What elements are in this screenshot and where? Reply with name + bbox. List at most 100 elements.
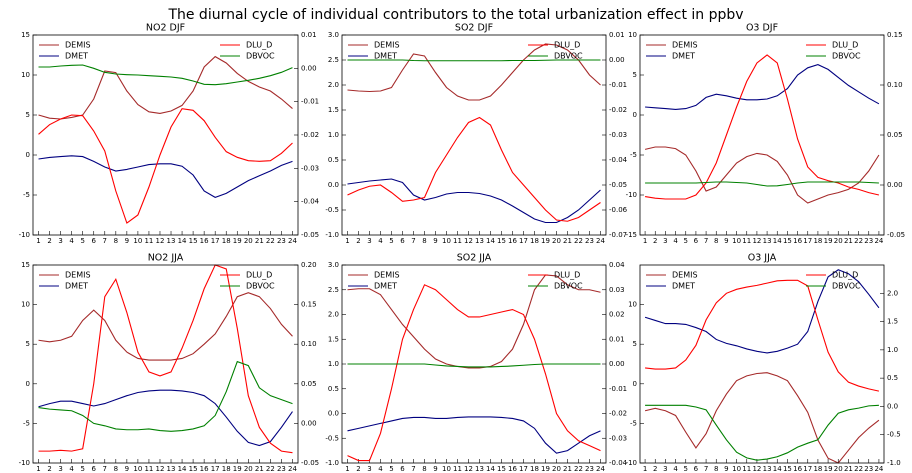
x-tick-label: 8 (114, 465, 118, 473)
y2-tick-label: -0.5 (887, 431, 901, 439)
x-tick-label: 16 (793, 465, 802, 473)
y2-tick-label: 0.00 (887, 181, 903, 189)
y-tick-label: 5 (26, 111, 30, 119)
series-line (347, 363, 601, 368)
x-tick-label: 6 (400, 237, 405, 245)
y-tick-label: 0.5 (328, 156, 339, 164)
x-tick-label: 20 (834, 237, 843, 245)
y-tick-label: 10 (628, 301, 637, 309)
x-tick-label: 17 (211, 237, 220, 245)
x-tick-label: 5 (80, 465, 84, 473)
x-tick-label: 8 (422, 465, 426, 473)
x-tick-label: 5 (80, 237, 84, 245)
x-tick-label: 9 (724, 237, 728, 245)
x-tick-label: 12 (156, 465, 165, 473)
legend-label: DLU_D (246, 271, 272, 280)
x-tick-label: 2 (653, 237, 657, 245)
x-tick-label: 11 (742, 465, 751, 473)
x-tick-label: 4 (673, 465, 678, 473)
x-tick-label: 7 (411, 237, 415, 245)
x-tick-label: 1 (36, 237, 40, 245)
legend-label: DBVOC (554, 282, 583, 291)
x-tick-label: 11 (453, 465, 462, 473)
x-tick-label: 6 (91, 237, 96, 245)
y2-tick-label: -1.0 (887, 459, 901, 467)
y-tick-label: 0.5 (328, 385, 339, 393)
x-tick-label: 22 (266, 465, 275, 473)
x-tick-label: 21 (563, 465, 572, 473)
x-tick-label: 13 (475, 465, 484, 473)
y2-tick-label: -0.05 (301, 459, 319, 467)
x-tick-label: 2 (47, 237, 51, 245)
x-tick-label: 8 (114, 237, 118, 245)
y-tick-label: 3.0 (328, 261, 339, 269)
legend-label: DEMIS (374, 271, 400, 280)
plot-frame (32, 264, 299, 464)
series-line (644, 54, 880, 200)
series-line (38, 389, 293, 447)
x-tick-label: 22 (574, 237, 583, 245)
y-tick-label: 15 (21, 261, 30, 269)
x-tick-label: 10 (133, 237, 142, 245)
x-tick-label: 20 (552, 465, 561, 473)
x-tick-label: 7 (103, 237, 107, 245)
y2-tick-label: 0.0 (887, 402, 898, 410)
series-line (644, 372, 880, 464)
x-tick-label: 19 (541, 237, 550, 245)
y-tick-label: 10 (21, 71, 30, 79)
panel-title: NO2 DJF (146, 23, 185, 34)
y2-tick-label: -0.02 (609, 410, 627, 418)
x-tick-label: 11 (144, 465, 153, 473)
x-tick-label: 2 (356, 465, 360, 473)
x-tick-label: 17 (519, 465, 528, 473)
x-tick-label: 23 (585, 465, 594, 473)
x-tick-label: 3 (367, 237, 371, 245)
y-tick-label: -5 (630, 419, 637, 427)
series-line (644, 269, 880, 354)
y2-tick-label: -0.07 (609, 231, 627, 239)
x-tick-label: 2 (653, 465, 657, 473)
y2-tick-label: 0.05 (301, 380, 317, 388)
y-tick-label: -0.5 (325, 206, 339, 214)
x-tick-label: 21 (563, 237, 572, 245)
x-tick-label: 20 (244, 237, 253, 245)
x-tick-label: 9 (433, 465, 437, 473)
x-tick-label: 24 (288, 465, 297, 473)
series-line (644, 146, 880, 204)
plot-frame (639, 264, 885, 464)
series-line (645, 181, 879, 187)
legend-label: DMET (672, 52, 695, 61)
x-tick-label: 10 (442, 237, 451, 245)
y2-tick-label: 0.5 (887, 374, 898, 382)
x-tick-label: 11 (144, 237, 153, 245)
plot-frame (639, 34, 885, 236)
x-tick-label: 13 (763, 465, 772, 473)
y-tick-label: 1.0 (328, 360, 339, 368)
legend-label: DMET (65, 52, 88, 61)
y-tick-label: 2.5 (328, 56, 339, 64)
y2-tick-label: 0.00 (609, 56, 625, 64)
x-tick-label: 4 (673, 237, 678, 245)
y-tick-label: 0.0 (328, 410, 339, 418)
x-tick-label: 14 (178, 237, 187, 245)
y-tick-label: -1.0 (325, 459, 339, 467)
x-tick-label: 18 (530, 237, 539, 245)
x-tick-label: 12 (464, 465, 473, 473)
x-tick-label: 4 (378, 465, 383, 473)
panel-title: O3 DJF (746, 23, 778, 34)
y-tick-label: 2.0 (328, 311, 339, 319)
legend-label: DLU_D (832, 41, 858, 50)
series-line (38, 55, 293, 120)
x-tick-label: 1 (643, 237, 647, 245)
plot-frame (341, 264, 607, 464)
x-tick-label: 16 (508, 237, 517, 245)
x-tick-label: 1 (345, 237, 349, 245)
y2-tick-label: 0.01 (609, 31, 625, 39)
x-tick-label: 11 (742, 237, 751, 245)
x-tick-label: 5 (684, 465, 688, 473)
legend-label: DEMIS (65, 271, 91, 280)
x-tick-label: 19 (824, 237, 833, 245)
legend-label: DMET (374, 282, 397, 291)
y-tick-label: 1.5 (328, 335, 339, 343)
y2-tick-label: -0.02 (301, 131, 319, 139)
